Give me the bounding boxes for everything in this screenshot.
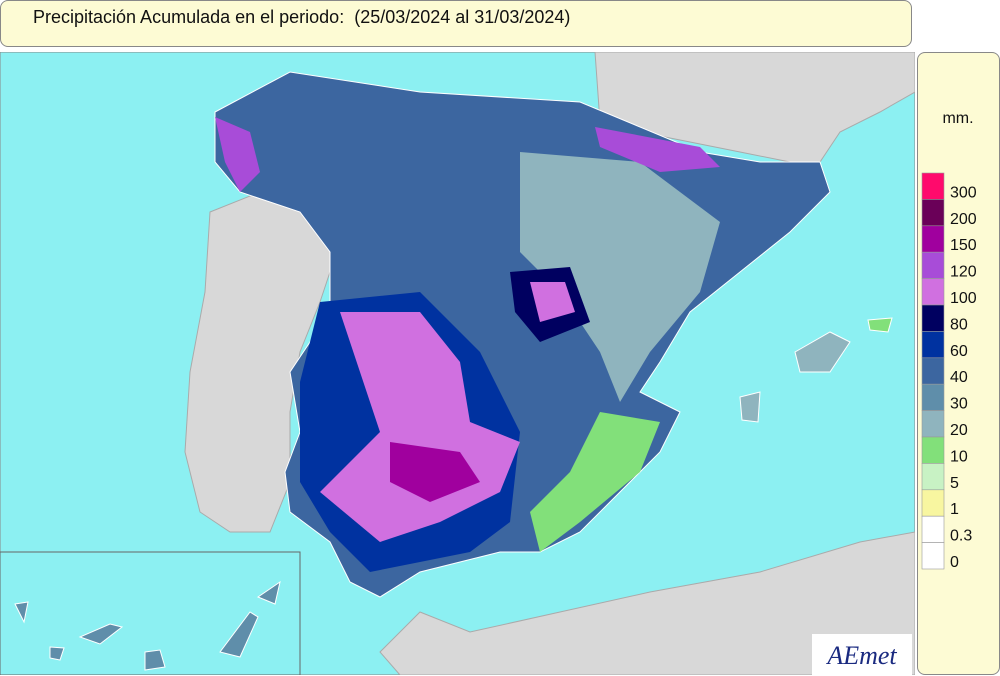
menorca — [867, 317, 893, 333]
map: AEmet — [0, 52, 915, 675]
legend-label: 120 — [950, 264, 977, 281]
africa — [379, 531, 915, 675]
galicia-peak — [215, 117, 260, 192]
legend-swatch — [921, 331, 945, 359]
legend-box: mm. 300 200 150 120 100 80 60 40 30 20 10 5 1 0.3 0 — [917, 52, 1000, 675]
legend-swatch — [921, 278, 945, 306]
canary-islands — [14, 580, 281, 671]
legend-label: 40 — [950, 369, 968, 386]
legend-label: 150 — [950, 237, 977, 254]
legend-swatch — [921, 410, 945, 438]
legend-swatch — [921, 515, 945, 543]
legend-swatch — [921, 225, 945, 253]
legend-swatch — [921, 489, 945, 517]
logo: AEmet — [825, 641, 897, 670]
legend-label: 60 — [950, 343, 968, 360]
center-peak — [530, 282, 575, 322]
legend-label: 100 — [950, 290, 977, 307]
legend-label: 0.3 — [950, 528, 972, 545]
legend-swatch — [921, 304, 945, 332]
legend-swatch — [921, 199, 945, 227]
legend-label: 80 — [950, 316, 968, 333]
mallorca — [794, 331, 851, 373]
legend-label: 1 — [950, 501, 959, 518]
title-box: Precipitación Acumulada en el periodo: (… — [0, 0, 912, 47]
ibiza — [739, 391, 761, 423]
legend-label: 30 — [950, 396, 968, 413]
legend-label: 200 — [950, 211, 977, 228]
legend-swatch — [921, 436, 945, 464]
legend-label: 10 — [950, 448, 968, 465]
east-region — [520, 152, 720, 402]
legend-swatch — [921, 542, 945, 570]
peak-region — [390, 442, 480, 502]
legend: mm. 300 200 150 120 100 80 60 40 30 20 10 5 1 0.3 0 — [921, 110, 977, 571]
legend-swatch — [921, 383, 945, 411]
title: Precipitación Acumulada en el periodo: (… — [33, 7, 571, 27]
legend-swatch — [921, 357, 945, 385]
legend-label: 0 — [950, 554, 959, 571]
legend-unit: mm. — [942, 110, 973, 127]
southeast-region — [530, 412, 660, 552]
legend-label: 20 — [950, 422, 968, 439]
legend-label: 5 — [950, 475, 959, 492]
logo-box — [812, 634, 912, 675]
legend-swatch — [921, 463, 945, 491]
legend-swatch — [921, 251, 945, 279]
legend-swatch — [921, 172, 945, 200]
legend-label: 300 — [950, 184, 977, 201]
north-peak — [595, 127, 720, 172]
